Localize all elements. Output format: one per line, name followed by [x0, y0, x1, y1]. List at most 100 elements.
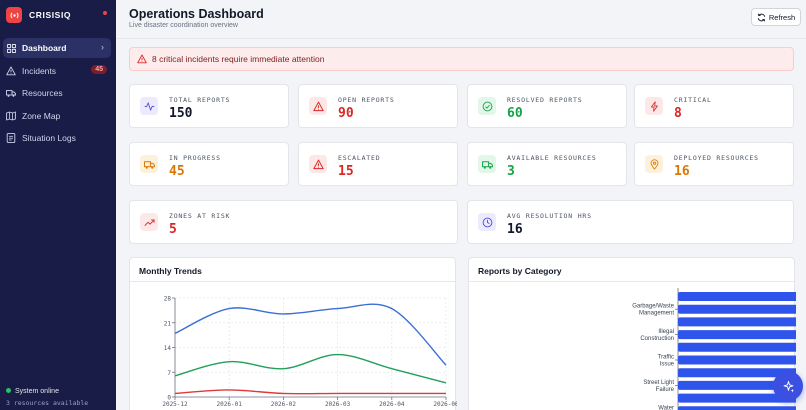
refresh-button[interactable]: Refresh — [751, 8, 801, 26]
category-label: WaterLeakage — [651, 405, 675, 410]
brand[interactable]: CRISISIQ — [0, 0, 116, 26]
status-online-dot — [6, 388, 11, 393]
stat-card-available-resources: AVAILABLE RESOURCES 3 — [467, 142, 627, 186]
category-label-line: Street Light — [643, 380, 674, 386]
category-label-line: Traffic — [658, 355, 674, 361]
y-tick-label: 7 — [167, 370, 171, 377]
resources-available-text: 3 resources available — [6, 399, 89, 407]
sparkle-icon — [782, 380, 795, 393]
stat-label: DEPLOYED RESOURCES — [674, 154, 759, 162]
stat-card-in-progress: IN PROGRESS 45 — [129, 142, 289, 186]
category-bar — [678, 393, 796, 403]
brand-name: CRISISIQ — [29, 10, 72, 20]
stat-card-critical: CRITICAL 8 — [634, 84, 794, 128]
stat-label: CRITICAL — [674, 96, 712, 104]
stat-value: 45 — [169, 164, 185, 179]
stat-card-total-reports: TOTAL REPORTS 150 — [129, 84, 289, 128]
stat-label: AVAILABLE RESOURCES — [507, 154, 597, 162]
brand-logo-icon — [6, 7, 22, 23]
stat-card-deployed-resources: DEPLOYED RESOURCES 16 — [634, 142, 794, 186]
header-divider — [116, 38, 806, 39]
sidebar-item-label: Incidents — [22, 65, 57, 76]
stat-value: 60 — [507, 106, 523, 121]
reports-by-category-panel: Reports by Category Garbage/Waste Managem… — [468, 257, 796, 410]
alert-text: 8 critical incidents require immediate a… — [152, 54, 325, 64]
warning-icon — [6, 66, 16, 76]
stat-value: 90 — [338, 106, 354, 121]
refresh-label: Refresh — [768, 12, 796, 22]
sidebar-item-label: Situation Logs — [22, 133, 76, 143]
category-bar — [678, 304, 796, 314]
ai-assistant-button[interactable] — [773, 371, 803, 401]
y-tick-label: 0 — [167, 395, 171, 402]
category-label: Street Light Failure — [643, 380, 674, 393]
grid-icon — [6, 43, 16, 53]
main-content: Operations Dashboard Live disaster coord… — [116, 0, 806, 410]
category-bar — [678, 330, 796, 340]
category-bar — [678, 355, 796, 365]
warning-icon — [309, 97, 327, 115]
stat-value: 16 — [674, 164, 690, 179]
warning-icon — [137, 54, 147, 64]
sidebar-nav: Dashboard › Incidents 45 Resources Zone … — [0, 38, 116, 151]
warning-icon — [309, 155, 327, 173]
monthly-trends-chart: 0 7 14 21 28 2025-12 2026-01 2026-02 2026-03 2026… — [162, 296, 457, 409]
category-label: Garbage/Waste Management — [632, 304, 674, 317]
log-icon — [6, 133, 16, 143]
page-subtitle: Live disaster coordination overview — [129, 22, 238, 29]
panel-divider — [130, 281, 455, 282]
stat-label: TOTAL REPORTS — [169, 96, 231, 104]
y-tick-label: 28 — [164, 296, 172, 303]
stat-value: 150 — [169, 106, 193, 121]
x-tick-label: 2026-04 — [379, 401, 405, 408]
category-label-line: Management — [639, 311, 674, 317]
location-pin-icon — [645, 155, 663, 173]
incidents-count-badge: 45 — [91, 64, 107, 74]
sidebar: CRISISIQ Dashboard › Incidents 45 Resour… — [0, 0, 116, 410]
stat-label: AVG RESOLUTION HRS — [507, 212, 592, 220]
refresh-icon — [757, 13, 766, 22]
stat-card-avg-resolution: AVG RESOLUTION HRS 16 — [467, 200, 794, 244]
stat-card-escalated: ESCALATED 15 — [298, 142, 458, 186]
activity-icon — [140, 97, 158, 115]
category-label-line: Water — [658, 405, 674, 410]
category-label-line: Issue — [660, 362, 675, 368]
sidebar-item-label: Dashboard — [22, 43, 67, 53]
stat-label: ZONES AT RISK — [169, 212, 231, 220]
stat-value: 8 — [674, 106, 682, 121]
panel-divider — [469, 281, 794, 282]
sidebar-item-incidents[interactable]: Incidents 45 — [3, 61, 111, 81]
stat-value: 16 — [507, 222, 523, 237]
category-bar — [678, 342, 796, 352]
category-bar — [678, 292, 796, 301]
stat-label: IN PROGRESS — [169, 154, 221, 162]
chevron-right-icon: › — [101, 42, 104, 52]
category-label-line: Illegal — [658, 329, 674, 335]
category-bar — [678, 380, 796, 390]
y-tick-label: 14 — [164, 345, 172, 352]
y-tick-label: 21 — [164, 320, 172, 327]
category-bar — [678, 317, 796, 327]
map-icon — [6, 111, 16, 121]
series-line — [174, 303, 447, 366]
truck-icon — [6, 88, 16, 98]
sidebar-item-zone-map[interactable]: Zone Map — [3, 106, 111, 126]
category-label-line: Construction — [640, 336, 674, 342]
series-line — [174, 353, 447, 384]
x-tick-label: 2025-12 — [162, 401, 188, 408]
stat-label: OPEN REPORTS — [338, 96, 395, 104]
trending-up-icon — [140, 213, 158, 231]
category-label: Traffic Issue — [658, 355, 675, 368]
truck-icon — [478, 155, 496, 173]
sidebar-item-dashboard[interactable]: Dashboard › — [3, 38, 111, 58]
sidebar-item-resources[interactable]: Resources — [3, 83, 111, 103]
check-circle-icon — [478, 97, 496, 115]
page-title: Operations Dashboard — [129, 7, 264, 21]
stat-card-zones-at-risk: ZONES AT RISK 5 — [129, 200, 458, 244]
category-label: Illegal Construction — [640, 329, 674, 342]
x-tick-label: 2026-02 — [271, 401, 297, 408]
sidebar-item-situation-logs[interactable]: Situation Logs — [3, 128, 111, 148]
category-label-line: Garbage/Waste — [632, 304, 674, 310]
truck-icon — [140, 155, 158, 173]
category-bar — [678, 406, 796, 410]
